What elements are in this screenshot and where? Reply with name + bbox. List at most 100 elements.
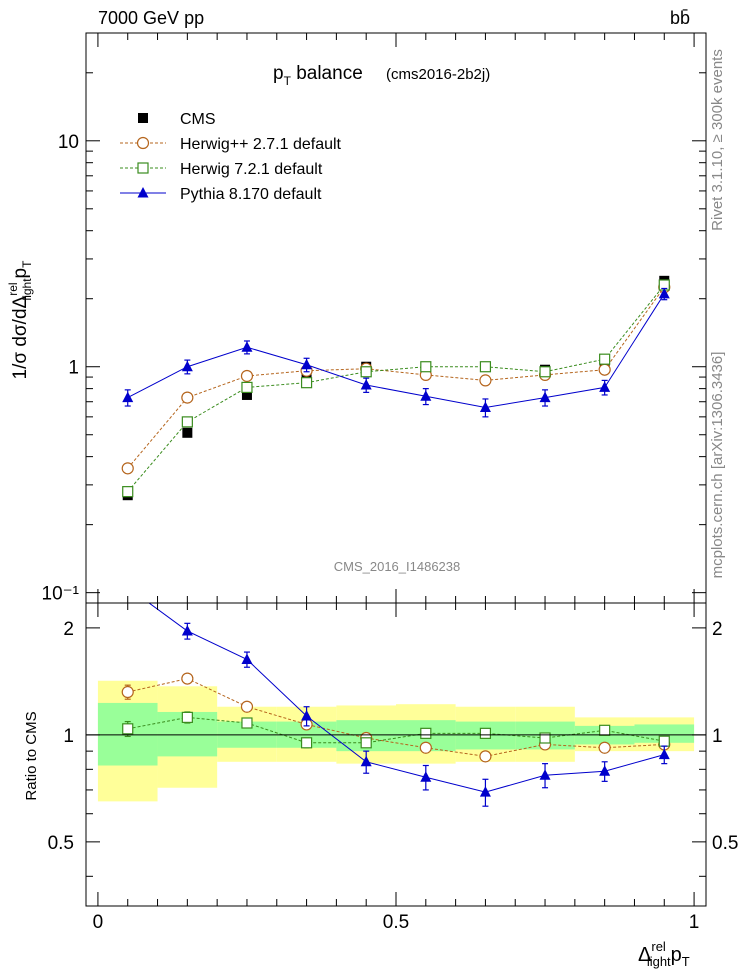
legend-marker — [138, 113, 148, 123]
data-point — [181, 416, 193, 428]
ratio-point — [599, 765, 611, 776]
data-point — [539, 366, 551, 378]
legend-label: Herwig 7.2.1 default — [180, 161, 323, 178]
energy-label: 7000 GeV pp — [98, 8, 204, 28]
data-point — [301, 358, 313, 370]
ratio-point — [181, 672, 194, 685]
chart-subtitle: (cms2016-2b2j) — [386, 66, 490, 83]
ratio-point — [420, 771, 432, 782]
data-point — [241, 381, 253, 394]
data-point — [360, 379, 372, 390]
legend-entry-1: Herwig++ 2.7.1 default — [120, 136, 342, 153]
rivet-label: Rivet 3.1.10, ≥ 300k events — [709, 49, 726, 231]
x-axis-label: Δrel lightpT — [638, 939, 690, 969]
legend: CMS Herwig++ 2.7.1 default Herwig 7.2.1 de… — [120, 111, 342, 203]
x-tick-label: 1 — [689, 912, 700, 933]
ratio-series — [86, 581, 706, 807]
legend-label: Pythia 8.170 default — [180, 186, 322, 203]
legend-marker — [137, 187, 149, 198]
data-point — [420, 390, 432, 401]
ratio-y-tick-label: 0.5 — [48, 833, 74, 854]
ratio-series-1 — [122, 711, 670, 749]
ratio-point — [181, 625, 193, 636]
x-tick-label: 0 — [93, 912, 104, 933]
ratio-y-tick-label-right: 1 — [712, 726, 723, 747]
ratio-point — [301, 710, 313, 721]
svg-text:1/σ dσ/dΔrellightpT: 1/σ dσ/dΔrellightpT — [6, 260, 34, 380]
data-point — [181, 391, 194, 404]
data-point — [300, 377, 313, 389]
data-point — [122, 391, 134, 403]
series-1 — [121, 281, 671, 475]
data-point — [241, 389, 252, 400]
data-point — [181, 360, 193, 372]
legend-entry-3: Pythia 8.170 default — [120, 186, 322, 203]
series-line-1 — [127, 286, 665, 469]
x-tick-label: 0.5 — [383, 912, 409, 933]
ratio-series-2 — [122, 581, 670, 807]
y-tick-label: 10 — [58, 132, 79, 153]
ratio-point — [539, 732, 551, 744]
ratio-line-2 — [148, 603, 665, 793]
y-tick-label: 10⁻¹ — [42, 584, 80, 605]
data-point — [598, 363, 611, 376]
ratio-line-1 — [127, 716, 665, 744]
data-point — [658, 287, 670, 299]
ratio-point — [420, 727, 432, 739]
ratio-point — [360, 755, 372, 767]
axis-ticks: 10 1 10⁻¹ 2 2 1 1 0.5 0.5 0 0.5 1 — [42, 32, 738, 933]
ratio-point — [122, 581, 133, 592]
y-tick-label: 1 — [68, 358, 79, 379]
data-point — [539, 391, 551, 403]
ratio-bands — [97, 680, 695, 802]
data-point — [301, 372, 312, 383]
ratio-point — [479, 727, 492, 739]
ratio-point — [598, 741, 611, 754]
data-point — [121, 462, 134, 475]
ratio-point — [300, 737, 313, 749]
main-series — [121, 275, 671, 501]
ratio-point — [241, 653, 253, 664]
data-point — [599, 353, 611, 365]
legend-marker — [136, 136, 150, 150]
ratio-y-tick-label-right: 2 — [712, 619, 723, 640]
data-point — [182, 427, 193, 438]
ratio-line-0 — [127, 678, 665, 757]
chart-title: pT balance (cms2016-2b2j) — [273, 63, 490, 88]
ratio-ylabel: Ratio to CMS — [23, 711, 40, 800]
legend-entry-2: Herwig 7.2.1 default — [120, 161, 323, 178]
ratio-point — [419, 741, 432, 754]
ratio-point — [479, 786, 491, 797]
ratio-point — [599, 724, 611, 736]
data-point — [360, 366, 372, 378]
ratio-point — [122, 723, 134, 735]
legend-entry-0: CMS — [138, 111, 216, 128]
data-point — [599, 381, 611, 392]
band-stat-9 — [634, 724, 695, 743]
data-point — [479, 374, 492, 387]
svg-text:ΔrellightpT: Δrel lightpT — [638, 939, 690, 969]
legend-label: CMS — [180, 111, 216, 128]
legend-marker — [137, 162, 149, 174]
data-point — [479, 401, 491, 413]
ratio-y-tick-label-right: 0.5 — [712, 833, 738, 854]
ratio-point — [181, 711, 193, 723]
main-frame — [85, 32, 707, 604]
legend-label: Herwig++ 2.7.1 default — [180, 136, 342, 153]
ratio-point — [241, 717, 253, 729]
series-2 — [122, 279, 670, 498]
data-point — [122, 486, 134, 498]
ratio-point — [360, 737, 372, 749]
data-point — [420, 361, 432, 373]
ratio-y-tick-label: 2 — [63, 619, 74, 640]
series-line-3 — [127, 293, 665, 409]
ratio-point — [121, 685, 134, 699]
ratio-point — [658, 748, 670, 760]
svg-text:pT balance: pT balance — [273, 63, 363, 88]
data-point — [240, 369, 254, 383]
ratio-point — [479, 750, 492, 763]
data-point — [241, 341, 253, 352]
series-0 — [122, 275, 670, 501]
series-line-2 — [127, 284, 665, 492]
